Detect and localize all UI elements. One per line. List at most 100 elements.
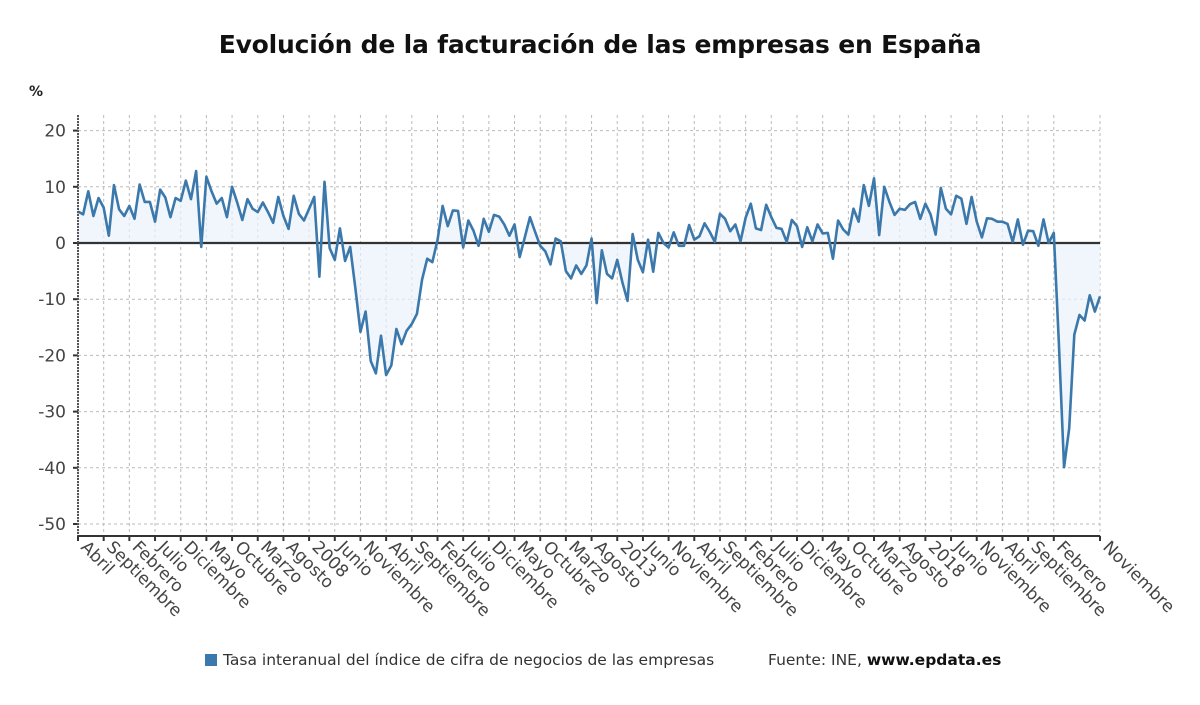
data-point <box>97 197 99 199</box>
data-point <box>524 236 526 238</box>
data-point <box>539 245 541 247</box>
y-tick-label: -10 <box>38 290 66 310</box>
legend: Tasa interanual del índice de cifra de n… <box>205 651 714 669</box>
data-point <box>231 186 233 188</box>
data-point <box>780 228 782 230</box>
data-point <box>554 237 556 239</box>
data-point <box>87 190 89 192</box>
data-point <box>652 270 654 272</box>
data-point <box>159 188 161 190</box>
source-link[interactable]: www.epdata.es <box>866 651 1002 669</box>
data-point <box>934 233 936 235</box>
data-point <box>1032 230 1034 232</box>
data-point <box>760 229 762 231</box>
data-point <box>863 184 865 186</box>
data-point <box>215 202 217 204</box>
data-point <box>611 277 613 279</box>
y-tick-label: -20 <box>38 346 66 366</box>
data-point <box>549 263 551 265</box>
data-point <box>169 216 171 218</box>
data-point <box>457 210 459 212</box>
data-point <box>1047 242 1049 244</box>
data-point <box>498 215 500 217</box>
data-point <box>631 233 633 235</box>
data-point <box>708 231 710 233</box>
data-point <box>318 276 320 278</box>
y-tick-label: -40 <box>38 459 66 479</box>
data-point <box>1053 232 1055 234</box>
data-point <box>128 205 130 207</box>
data-point <box>698 235 700 237</box>
y-tick-label: -30 <box>38 403 66 423</box>
data-point <box>667 246 669 248</box>
data-point <box>303 219 305 221</box>
data-point <box>744 217 746 219</box>
data-point <box>842 228 844 230</box>
data-point <box>1089 294 1091 296</box>
data-point <box>1042 218 1044 220</box>
data-point <box>991 218 993 220</box>
data-point <box>534 231 536 233</box>
data-point <box>544 250 546 252</box>
data-point <box>92 215 94 217</box>
data-point <box>1006 223 1008 225</box>
data-point <box>518 256 520 258</box>
data-point <box>893 214 895 216</box>
data-point <box>138 183 140 185</box>
data-point <box>102 206 104 208</box>
data-point <box>616 259 618 261</box>
data-point <box>1011 241 1013 243</box>
data-point <box>816 223 818 225</box>
data-point <box>488 231 490 233</box>
data-point <box>970 196 972 198</box>
data-point <box>483 218 485 220</box>
data-point <box>298 213 300 215</box>
data-point <box>1063 466 1065 468</box>
data-point <box>981 236 983 238</box>
data-point <box>739 240 741 242</box>
data-point <box>472 229 474 231</box>
data-point <box>174 197 176 199</box>
data-point <box>878 234 880 236</box>
data-point <box>914 201 916 203</box>
y-tick-label: 20 <box>44 122 66 142</box>
data-point <box>431 261 433 263</box>
data-point <box>626 300 628 302</box>
data-point <box>601 249 603 251</box>
data-point <box>180 200 182 202</box>
data-point <box>909 203 911 205</box>
chart-title: Evolución de la facturación de las empre… <box>218 30 982 59</box>
data-point <box>821 232 823 234</box>
y-axis-ticks: 20 10 0 -10 -20 -30 -40 -50 <box>38 122 78 535</box>
source-prefix: Fuente: INE, <box>768 651 867 669</box>
data-point <box>272 222 274 224</box>
data-point <box>827 232 829 234</box>
legend-swatch <box>205 654 217 666</box>
data-point <box>775 227 777 229</box>
data-point <box>508 234 510 236</box>
data-point <box>267 211 269 213</box>
data-point <box>986 217 988 219</box>
data-point <box>503 223 505 225</box>
y-tick-label: 0 <box>55 234 66 254</box>
data-point <box>976 220 978 222</box>
data-point <box>888 201 890 203</box>
data-point <box>426 258 428 260</box>
data-point <box>945 208 947 210</box>
data-point <box>370 360 372 362</box>
data-point <box>328 247 330 249</box>
data-point <box>144 201 146 203</box>
data-point <box>1017 218 1019 220</box>
legend-label: Tasa interanual del índice de cifra de n… <box>223 651 715 669</box>
data-point <box>313 196 315 198</box>
data-point <box>729 230 731 232</box>
source-note: Fuente: INE, www.epdata.es <box>768 651 1001 669</box>
data-point <box>375 372 377 374</box>
data-point <box>164 196 166 198</box>
data-point <box>955 195 957 197</box>
data-point <box>364 310 366 312</box>
data-point <box>513 223 515 225</box>
data-point <box>590 237 592 239</box>
data-point <box>246 198 248 200</box>
